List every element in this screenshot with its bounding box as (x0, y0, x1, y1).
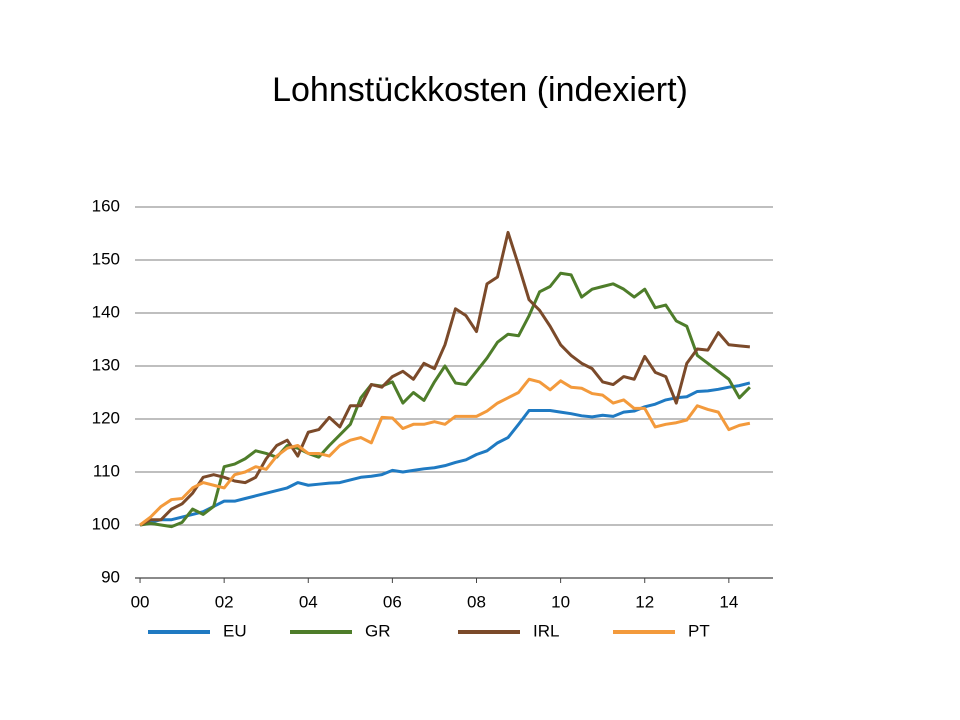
y-tick-label: 120 (92, 408, 120, 427)
x-tick-label: 00 (131, 592, 150, 611)
x-tick-label: 14 (719, 592, 738, 611)
y-tick-label: 90 (101, 567, 120, 586)
y-tick-label: 110 (93, 461, 120, 480)
x-tick-label: 04 (299, 592, 318, 611)
series-line (139, 377, 751, 527)
series-line (139, 230, 751, 527)
y-tick-label: 160 (92, 196, 120, 215)
series-line (139, 271, 751, 529)
legend-label: IRL (533, 621, 559, 640)
legend-label: EU (223, 621, 247, 640)
series-line (139, 381, 751, 527)
x-tick-label: 12 (635, 592, 654, 611)
x-tick-label: 06 (383, 592, 402, 611)
y-tick-label: 100 (92, 514, 120, 533)
x-tick-label: 02 (215, 592, 234, 611)
legend-label: PT (688, 621, 710, 640)
y-tick-label: 150 (92, 249, 120, 268)
chart-title: Lohnstückkosten (indexiert) (272, 71, 688, 109)
y-tick-label: 130 (92, 355, 120, 374)
x-tick-label: 10 (551, 592, 570, 611)
y-tick-label: 140 (92, 302, 120, 321)
legend-label: GR (365, 621, 391, 640)
x-tick-label: 08 (467, 592, 486, 611)
